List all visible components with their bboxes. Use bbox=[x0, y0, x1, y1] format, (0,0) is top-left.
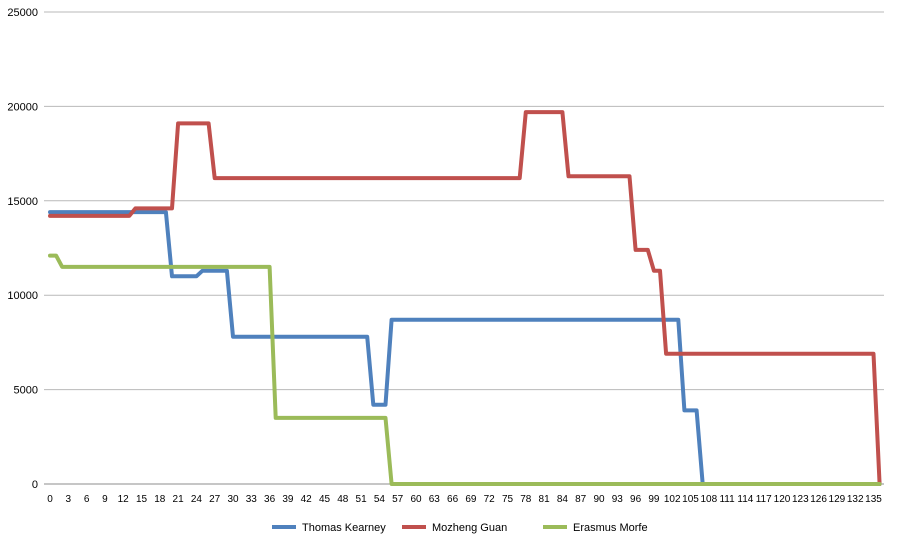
x-tick-label: 114 bbox=[737, 494, 753, 505]
x-tick-label: 6 bbox=[84, 494, 90, 505]
x-tick-label: 129 bbox=[829, 494, 846, 505]
x-tick-label: 135 bbox=[865, 494, 882, 505]
legend-label: Thomas Kearney bbox=[302, 522, 386, 534]
x-tick-label: 33 bbox=[246, 494, 258, 505]
x-tick-label: 75 bbox=[502, 494, 514, 505]
y-axis: 0 5000 10000 15000 20000 25000 bbox=[7, 7, 38, 491]
y-tick-label: 5000 bbox=[14, 385, 38, 397]
x-tick-label: 27 bbox=[209, 494, 221, 505]
x-tick-label: 90 bbox=[593, 494, 605, 505]
x-tick-label: 66 bbox=[447, 494, 459, 505]
y-tick-label: 20000 bbox=[7, 101, 38, 113]
x-tick-label: 39 bbox=[282, 494, 294, 505]
x-tick-label: 99 bbox=[648, 494, 660, 505]
x-tick-label: 81 bbox=[539, 494, 551, 505]
x-tick-label: 57 bbox=[392, 494, 404, 505]
x-tick-label: 105 bbox=[682, 494, 699, 505]
legend-label: Erasmus Morfe bbox=[573, 522, 648, 534]
y-tick-label: 15000 bbox=[7, 196, 38, 208]
x-tick-label: 60 bbox=[410, 494, 422, 505]
y-tick-label: 25000 bbox=[7, 7, 38, 19]
x-tick-label: 36 bbox=[264, 494, 276, 505]
x-tick-label: 63 bbox=[429, 494, 441, 505]
x-tick-label: 30 bbox=[227, 494, 239, 505]
x-tick-label: 51 bbox=[356, 494, 368, 505]
x-tick-label: 48 bbox=[337, 494, 349, 505]
x-tick-label: 18 bbox=[154, 494, 166, 505]
x-tick-label: 93 bbox=[612, 494, 624, 505]
x-tick-label: 24 bbox=[191, 494, 203, 505]
plot-area bbox=[48, 110, 882, 486]
x-tick-label: 3 bbox=[66, 494, 72, 505]
x-tick-label: 117 bbox=[756, 494, 772, 505]
x-tick-label: 21 bbox=[173, 494, 185, 505]
y-tick-label: 10000 bbox=[7, 290, 38, 302]
legend: Thomas Kearney Mozheng Guan Erasmus Morfe bbox=[272, 522, 648, 534]
series-line bbox=[48, 210, 882, 486]
x-tick-label: 96 bbox=[630, 494, 642, 505]
x-tick-label: 111 bbox=[719, 494, 735, 505]
x-tick-label: 108 bbox=[700, 494, 717, 505]
x-tick-label: 15 bbox=[136, 494, 148, 505]
x-tick-label: 126 bbox=[810, 494, 827, 505]
x-tick-label: 12 bbox=[118, 494, 130, 505]
series-line bbox=[48, 110, 882, 486]
x-axis: 0 3 6 9 12 15 18 21 24 27 30 33 36 39 42 45 48 51 54 57 60 63… bbox=[47, 494, 882, 505]
x-tick-label: 54 bbox=[374, 494, 386, 505]
x-tick-label: 9 bbox=[102, 494, 108, 505]
x-tick-label: 84 bbox=[557, 494, 569, 505]
x-tick-label: 87 bbox=[575, 494, 587, 505]
x-tick-label: 78 bbox=[520, 494, 532, 505]
y-tick-label: 0 bbox=[32, 479, 38, 491]
x-tick-label: 132 bbox=[847, 494, 864, 505]
legend-label: Mozheng Guan bbox=[432, 522, 507, 534]
x-tick-label: 0 bbox=[47, 494, 53, 505]
x-tick-label: 69 bbox=[465, 494, 477, 505]
x-tick-label: 42 bbox=[301, 494, 313, 505]
series-line bbox=[48, 253, 882, 486]
x-tick-label: 45 bbox=[319, 494, 331, 505]
x-tick-label: 120 bbox=[774, 494, 791, 505]
x-tick-label: 102 bbox=[664, 494, 681, 505]
x-tick-label: 72 bbox=[484, 494, 496, 505]
x-tick-label: 123 bbox=[792, 494, 809, 505]
